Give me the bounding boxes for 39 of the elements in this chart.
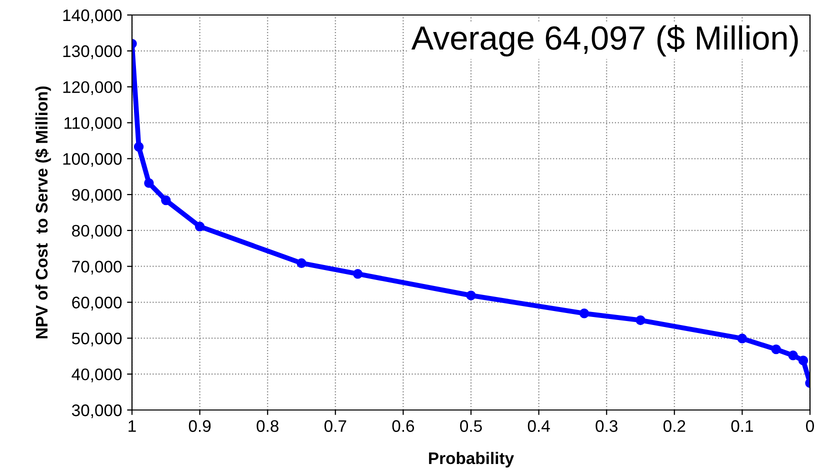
y-tick-label: 30,000 xyxy=(72,404,122,418)
x-tick-label: 0.5 xyxy=(460,420,482,432)
x-tick-label: 0 xyxy=(806,420,814,432)
y-tick-label: 100,000 xyxy=(63,153,122,167)
x-tick-label: 1 xyxy=(128,420,136,432)
y-tick-label: 70,000 xyxy=(72,260,122,275)
point xyxy=(771,344,781,354)
y-tick-label: 60,000 xyxy=(72,296,122,310)
x-tick-label: 0.3 xyxy=(596,420,618,432)
annotation: Average 64,097 ($ Million) xyxy=(411,24,798,56)
x-tick-label: 0.6 xyxy=(392,420,414,432)
point xyxy=(134,142,144,152)
point xyxy=(466,290,476,300)
point xyxy=(352,269,363,279)
point xyxy=(296,258,306,268)
point xyxy=(788,350,798,360)
x-tick-label: 0.1 xyxy=(731,420,753,432)
x-tick-label: 0.9 xyxy=(188,420,211,432)
x-tick-label: 0.4 xyxy=(528,420,550,432)
point xyxy=(636,315,646,326)
y-tick-label: 90,000 xyxy=(72,188,122,203)
point xyxy=(144,178,154,188)
y-tick-label: 130,000 xyxy=(63,45,122,60)
y-axis-title: NPV of Cost to Serve ($ Million) xyxy=(35,86,51,338)
y-tick-label: 140,000 xyxy=(63,9,122,24)
y-tick-label: 50,000 xyxy=(72,332,122,346)
y-tick-label: 120,000 xyxy=(63,81,122,95)
y-tick-label: 40,000 xyxy=(72,368,122,382)
x-tick-label: 0.2 xyxy=(663,420,686,432)
y-tick-label: 80,000 xyxy=(72,224,122,239)
point xyxy=(161,195,171,206)
x-tick-label: 0.7 xyxy=(324,420,346,432)
point xyxy=(737,334,748,344)
y-tick-label: 110,000 xyxy=(64,117,122,131)
x-tick-label: 0.8 xyxy=(256,420,278,432)
point xyxy=(579,308,590,318)
point xyxy=(194,222,205,232)
x-axis-title: Probability xyxy=(429,452,514,468)
point xyxy=(798,356,808,366)
